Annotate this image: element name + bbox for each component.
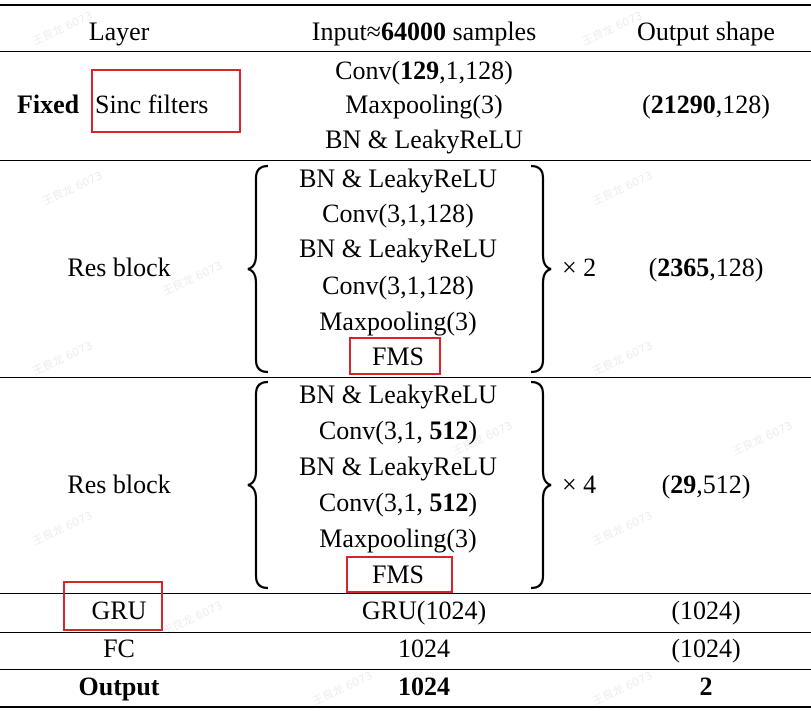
row-separator [0, 593, 811, 594]
sinc-maxpool: Maxpooling(3) [345, 90, 503, 119]
gru-input: GRU(1024) [361, 596, 487, 625]
fc-output-shape: (1024) [671, 634, 741, 663]
header-output: Output shape [637, 17, 775, 46]
res1-bn-1: BN & LeakyReLU [299, 164, 497, 193]
watermark: 王良龙 6073 [310, 668, 375, 708]
left-brace [247, 164, 269, 374]
watermark: 王良龙 6073 [580, 8, 645, 48]
right-brace [530, 380, 552, 590]
watermark: 王良龙 6073 [590, 168, 655, 208]
res2-output-shape: (29,512) [661, 470, 751, 499]
header-input: Input≈64000 samples [311, 17, 537, 46]
row-separator [0, 632, 811, 633]
res1-maxpool: Maxpooling(3) [319, 307, 477, 336]
header-layer: Layer [88, 17, 150, 46]
row-separator [0, 669, 811, 670]
top-rule [0, 4, 811, 6]
watermark: 王良龙 6073 [30, 8, 95, 48]
watermark: 王良龙 6073 [30, 338, 95, 378]
output-input: 1024 [398, 672, 450, 701]
right-brace [530, 164, 552, 374]
sinc-conv: Conv(129,1,128) [335, 56, 513, 85]
res2-fms: FMS [371, 560, 425, 589]
left-brace [247, 380, 269, 590]
watermark: 王良龙 6073 [40, 168, 105, 208]
res2-conv-2: Conv(3,1, 512) [318, 488, 478, 517]
watermark: 王良龙 6073 [590, 508, 655, 548]
res1-bn-2: BN & LeakyReLU [299, 234, 497, 263]
res-block-2-label: Res block [67, 470, 171, 499]
res2-maxpool: Maxpooling(3) [319, 524, 477, 553]
bottom-rule [0, 706, 811, 708]
sinc-bn: BN & LeakyReLU [325, 125, 523, 154]
watermark: 王良龙 6073 [590, 338, 655, 378]
watermark: 王良龙 6073 [30, 508, 95, 548]
res2-bn-1: BN & LeakyReLU [299, 380, 497, 409]
res1-repeat: × 2 [562, 253, 597, 282]
highlight-box [91, 69, 241, 133]
header-rule [0, 51, 811, 52]
res1-output-shape: (2365,128) [648, 253, 764, 282]
output-label: Output [78, 672, 160, 701]
res1-conv-1: Conv(3,1,128) [322, 199, 474, 228]
gru-output-shape: (1024) [671, 596, 741, 625]
row-separator [0, 377, 811, 378]
res2-conv-1: Conv(3,1, 512) [318, 416, 478, 445]
res-block-1-label: Res block [67, 253, 171, 282]
fc-input: 1024 [398, 634, 450, 663]
fixed-label: Fixed [17, 90, 80, 119]
sinc-output-shape: (21290,128) [642, 90, 770, 119]
highlight-box [349, 337, 441, 375]
row-separator [0, 160, 811, 161]
sinc-filters-label: Sinc filters [95, 90, 209, 119]
gru-label: GRU [91, 596, 147, 625]
res1-conv-2: Conv(3,1,128) [322, 271, 474, 300]
res2-bn-2: BN & LeakyReLU [299, 452, 497, 481]
fc-label: FC [103, 634, 135, 663]
res1-fms: FMS [371, 342, 425, 371]
watermark: 王良龙 6073 [730, 418, 795, 458]
res2-repeat: × 4 [562, 470, 597, 499]
highlight-box [346, 556, 453, 593]
output-output-shape: 2 [699, 672, 713, 701]
highlight-box [63, 581, 163, 631]
watermark: 王良龙 6073 [590, 668, 655, 708]
